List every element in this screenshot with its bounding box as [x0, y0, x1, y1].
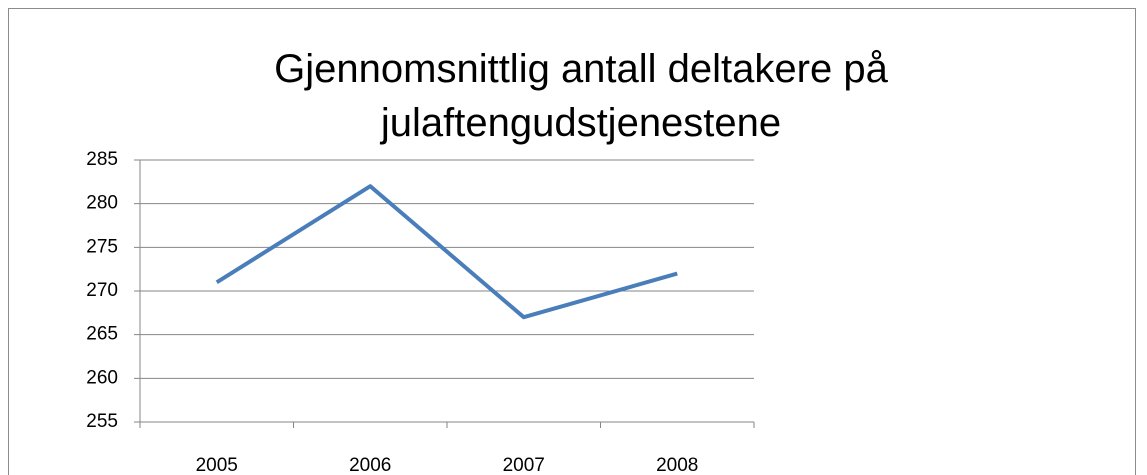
y-tick-label: 285 — [86, 149, 118, 170]
x-tick-label: 2007 — [503, 455, 545, 475]
y-tick-label: 280 — [86, 193, 118, 214]
y-tick-label: 275 — [86, 236, 118, 257]
y-tick-label: 265 — [86, 324, 118, 345]
chart-frame — [8, 8, 1136, 475]
y-tick-label: 260 — [86, 367, 118, 388]
y-tick-label: 255 — [86, 411, 118, 432]
y-tick-label: 270 — [86, 280, 118, 301]
x-tick-label: 2005 — [196, 455, 238, 475]
x-tick-label: 2006 — [349, 455, 391, 475]
chart-title: Gjennomsnittlig antall deltakere på jula… — [274, 47, 888, 145]
data-line — [215, 184, 678, 320]
x-tick-label: 2008 — [656, 455, 698, 475]
